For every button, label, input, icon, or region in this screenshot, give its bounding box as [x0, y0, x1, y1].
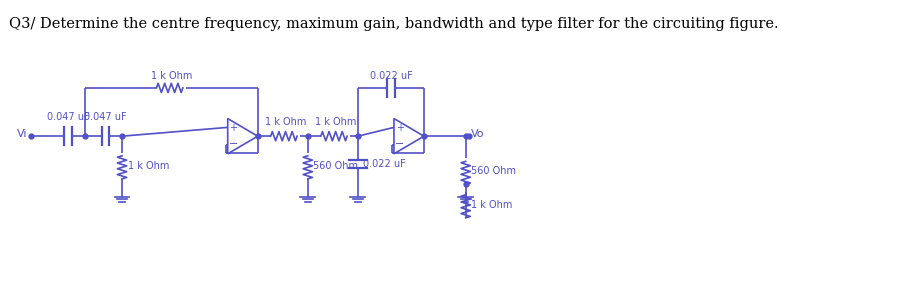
Text: 1 k Ohm: 1 k Ohm: [471, 200, 513, 210]
Text: 560 Ohm: 560 Ohm: [471, 166, 516, 176]
Text: 0.022 uF: 0.022 uF: [370, 71, 412, 81]
Text: 1 k Ohm: 1 k Ohm: [127, 161, 169, 171]
Text: 0.022 uF: 0.022 uF: [363, 159, 407, 169]
Text: 560 Ohm: 560 Ohm: [313, 161, 359, 171]
Text: 1 k Ohm: 1 k Ohm: [150, 71, 192, 81]
Text: Vi: Vi: [17, 129, 28, 139]
Text: −: −: [395, 139, 404, 149]
Text: 1 k Ohm: 1 k Ohm: [315, 117, 356, 127]
Text: +: +: [230, 123, 237, 133]
Text: 0.047 uF: 0.047 uF: [47, 112, 89, 122]
Text: Vo: Vo: [471, 129, 485, 139]
Text: 1 k Ohm: 1 k Ohm: [265, 117, 306, 127]
Text: 0.047 uF: 0.047 uF: [84, 112, 126, 122]
Text: −: −: [229, 139, 238, 149]
Text: Q3/ Determine the centre frequency, maximum gain, bandwidth and type filter for : Q3/ Determine the centre frequency, maxi…: [9, 17, 778, 32]
Text: +: +: [396, 123, 404, 133]
